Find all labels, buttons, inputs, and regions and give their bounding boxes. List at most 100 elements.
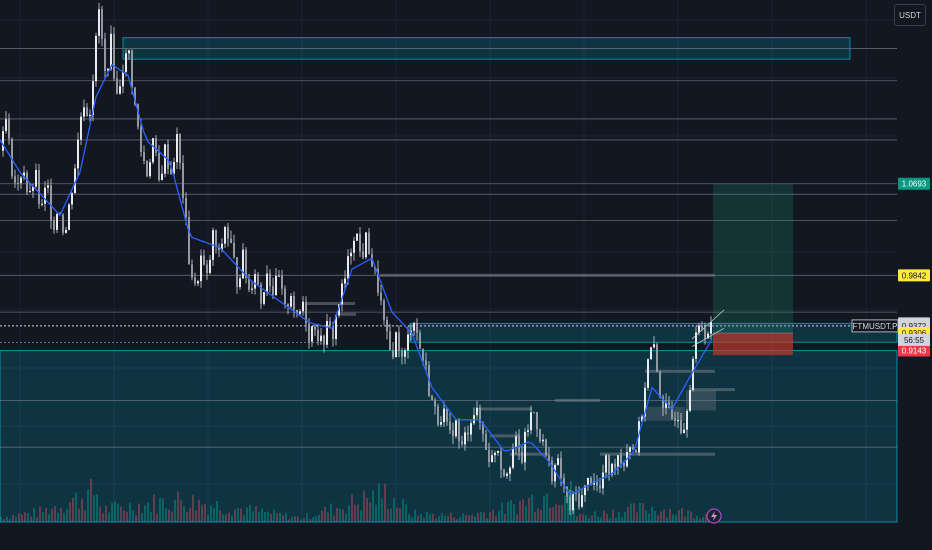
candle-body bbox=[431, 395, 433, 400]
volume-bar bbox=[495, 516, 497, 522]
volume-bar bbox=[339, 508, 341, 522]
volume-bar bbox=[303, 518, 305, 522]
candle-body bbox=[617, 455, 619, 468]
volume-bar bbox=[264, 512, 266, 522]
volume-bar bbox=[624, 511, 626, 522]
candle-body bbox=[383, 300, 385, 320]
candlestick-series bbox=[2, 2, 712, 515]
volume-bar bbox=[174, 499, 176, 522]
candle-body bbox=[341, 283, 343, 305]
candle-body bbox=[467, 432, 469, 435]
candle-body bbox=[104, 38, 106, 71]
candle-body bbox=[671, 408, 673, 419]
candle-body bbox=[299, 311, 301, 314]
candle-body bbox=[353, 240, 355, 253]
volume-bar bbox=[381, 498, 383, 522]
candle-body bbox=[242, 249, 244, 279]
volume-bar bbox=[282, 515, 284, 522]
volume-bar bbox=[288, 519, 290, 522]
volume-bar bbox=[357, 504, 359, 522]
candle-body bbox=[689, 389, 691, 411]
volume-bar bbox=[9, 518, 11, 522]
currency-button[interactable]: USDT bbox=[894, 4, 926, 26]
volume-bar bbox=[324, 506, 326, 522]
candle-body bbox=[326, 321, 328, 345]
volume-bar bbox=[48, 514, 50, 522]
volume-bar bbox=[237, 507, 239, 522]
candle-body bbox=[233, 243, 235, 258]
candle-body bbox=[317, 329, 319, 342]
candle-body bbox=[152, 138, 154, 163]
candle-body bbox=[245, 249, 247, 278]
candle-body bbox=[83, 107, 85, 117]
order-block-box bbox=[686, 390, 716, 411]
candle-body bbox=[539, 429, 541, 442]
candle-body bbox=[503, 469, 505, 476]
moving-average-line bbox=[0, 63, 713, 495]
volume-bar bbox=[420, 513, 422, 522]
volume-bar bbox=[144, 505, 146, 522]
candle-body bbox=[533, 412, 535, 414]
volume-bar bbox=[411, 517, 413, 522]
candle-body bbox=[89, 114, 91, 117]
volume-bar bbox=[63, 512, 65, 522]
candle-body bbox=[596, 481, 598, 486]
candle-body bbox=[587, 477, 589, 486]
volume-bar bbox=[354, 504, 356, 522]
volume-bar bbox=[537, 508, 539, 522]
volume-bar bbox=[60, 507, 62, 522]
candle-body bbox=[680, 420, 682, 433]
long-position-tool[interactable] bbox=[713, 183, 793, 356]
volume-bar bbox=[585, 515, 587, 522]
volume-bar bbox=[39, 506, 41, 522]
candle-body bbox=[290, 295, 292, 307]
candle-body bbox=[101, 9, 103, 39]
volume-bar bbox=[93, 495, 95, 522]
volume-bar bbox=[591, 515, 593, 522]
candle-body bbox=[551, 460, 553, 482]
volume-bar bbox=[138, 503, 140, 522]
volume-bar bbox=[105, 505, 107, 522]
volume-bar bbox=[15, 516, 17, 522]
horizontal-levels bbox=[0, 48, 897, 456]
volume-bar bbox=[84, 510, 86, 522]
candle-body bbox=[635, 449, 637, 453]
candle-body bbox=[458, 420, 460, 442]
candle-body bbox=[506, 473, 508, 476]
order-block-strip bbox=[600, 452, 715, 456]
volume-bar bbox=[123, 510, 125, 522]
candle-body bbox=[500, 450, 502, 470]
candle-body bbox=[479, 407, 481, 423]
volume-bar bbox=[531, 494, 533, 522]
candle-body bbox=[611, 463, 613, 475]
candle-body bbox=[188, 216, 190, 265]
volume-bar bbox=[132, 510, 134, 522]
candle-body bbox=[518, 436, 520, 452]
candle-body bbox=[584, 485, 586, 496]
candle-body bbox=[272, 286, 274, 295]
candle-body bbox=[446, 408, 448, 422]
volume-bar bbox=[363, 490, 365, 522]
candle-body bbox=[605, 455, 607, 473]
volume-bar bbox=[159, 497, 161, 522]
volume-bar bbox=[588, 518, 590, 522]
candle-body bbox=[278, 275, 280, 277]
volume-bar bbox=[483, 512, 485, 522]
volume-bar bbox=[21, 514, 23, 522]
volume-bar bbox=[348, 505, 350, 522]
candle-body bbox=[488, 449, 490, 463]
volume-bar bbox=[306, 513, 308, 522]
volume-bar bbox=[342, 509, 344, 522]
candle-body bbox=[416, 322, 418, 333]
candle-body bbox=[524, 431, 526, 463]
volume-bar bbox=[81, 498, 83, 522]
candle-body bbox=[377, 268, 379, 293]
volume-bar bbox=[618, 512, 620, 522]
volume-bar bbox=[99, 506, 101, 522]
volume-bar bbox=[249, 504, 251, 522]
candle-body bbox=[80, 116, 82, 140]
volume-bar bbox=[462, 513, 464, 522]
candle-body bbox=[173, 162, 175, 174]
volume-bar bbox=[177, 491, 179, 522]
